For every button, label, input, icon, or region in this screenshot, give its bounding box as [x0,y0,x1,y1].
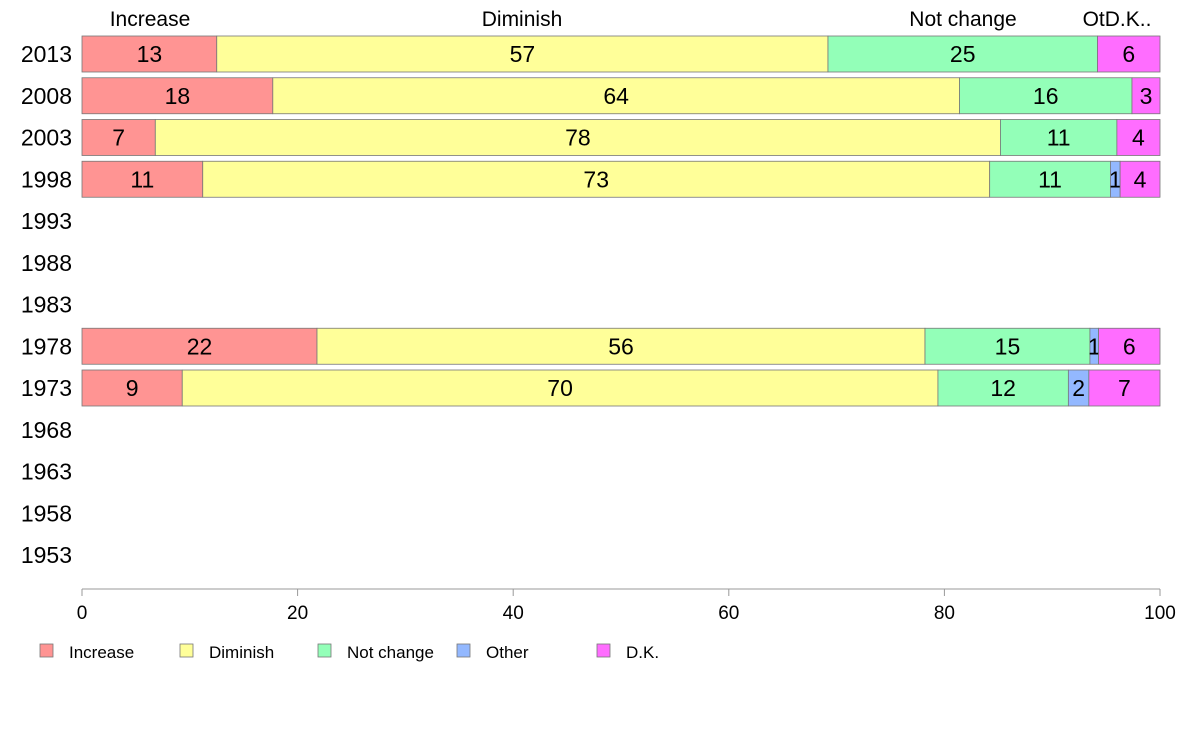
bar-segment-1978-1 [316,327,926,365]
data-label-1998-1: 73 [583,166,609,192]
year-label-1993: 1993 [21,208,72,234]
bar-segment-1973-0 [81,369,183,407]
data-label-2008-2: 16 [1033,83,1059,109]
legend-label-4: D.K. [626,643,659,662]
category-header-3: OtD.K.. [1083,8,1152,31]
x-tick-label: 80 [934,603,955,624]
legend-swatch-2 [317,643,332,658]
data-label-1998-4: 4 [1134,166,1147,192]
legend-swatch-3 [456,643,471,658]
data-label-1973-1: 70 [547,375,573,401]
bar-segment-2013-0 [81,35,218,73]
bar-segment-1973-4 [1088,369,1161,407]
year-label-2013: 2013 [21,41,72,67]
x-tick-label: 100 [1144,603,1176,624]
year-label-1983: 1983 [21,292,72,318]
year-label-1968: 1968 [21,417,72,443]
bar-segment-2008-4 [1131,77,1161,115]
bar-segment-1978-2 [924,327,1091,365]
x-tick-label: 60 [718,603,739,624]
x-tick-label: 40 [503,603,524,624]
bar-segment-2013-1 [216,35,829,73]
year-label-1988: 1988 [21,250,72,276]
data-label-2013-0: 13 [137,41,163,67]
category-header-2: Not change [909,8,1016,31]
x-tick-label: 20 [287,603,308,624]
bar-segment-1978-4 [1098,327,1161,365]
bar-segment-1973-2 [937,369,1069,407]
data-label-1978-1: 56 [608,333,634,359]
legend-label-2: Not change [347,643,434,662]
legend-label-3: Other [486,643,529,662]
bar-segment-1998-0 [81,160,204,198]
data-label-2008-0: 18 [165,83,191,109]
year-label-1998: 1998 [21,166,72,192]
year-label-1953: 1953 [21,542,72,568]
bar-area: 13 57 25 618 64 16 37 78 11 411 73 11 1 422 56 15 1 69 70 1… [81,35,1161,407]
data-label-1998-0: 11 [130,166,154,192]
bar-segment-1998-4 [1119,160,1161,198]
bar-segment-2008-2 [959,77,1133,115]
category-header-0: Increase [110,8,191,31]
bar-segment-2003-0 [81,119,156,156]
bar-segment-2008-1 [272,77,960,115]
year-label-1963: 1963 [21,459,72,485]
legend-swatch-1 [179,643,194,658]
data-label-2008-1: 64 [603,83,629,109]
legend-swatch-4 [596,643,611,658]
data-label-2013-4: 6 [1122,41,1135,67]
category-header-1: Diminish [482,8,563,31]
year-label-2003: 2003 [21,125,72,151]
data-label-1973-2: 12 [990,375,1016,401]
legend: Increase Diminish Not change Other D.K. [39,643,659,662]
data-label-2008-4: 3 [1140,83,1153,109]
bar-segment-2013-4 [1097,35,1161,73]
bar-segment-2008-0 [81,77,274,115]
bar-segment-1973-1 [181,369,939,407]
bar-segment-2003-1 [154,119,1001,156]
data-label-2003-0: 7 [112,125,125,151]
year-axis-labels: 2013 2008 2003 1998 1993 1988 1983 1978 1973 1968… [21,41,72,568]
data-label-1973-4: 7 [1118,375,1131,401]
legend-swatch-0 [39,643,54,658]
data-label-2013-2: 25 [950,41,976,67]
x-axis: 0 20 40 60 80 100 [77,588,1176,624]
data-label-2003-1: 78 [565,125,591,151]
x-tick-label: 0 [77,603,88,624]
bar-segment-1978-0 [81,327,318,365]
year-label-1978: 1978 [21,333,72,359]
year-label-1973: 1973 [21,375,72,401]
legend-label-0: Increase [69,643,134,662]
year-label-1958: 1958 [21,500,72,526]
legend-label-1: Diminish [209,643,274,662]
data-label-1978-3: 1 [1088,333,1101,359]
data-label-1998-3: 1 [1109,166,1122,192]
data-label-2003-4: 4 [1132,125,1145,151]
bar-segment-1998-1 [202,160,991,198]
data-label-1978-0: 22 [187,333,213,359]
bar-segment-2013-2 [827,35,1098,73]
category-headers: Increase Diminish Not change OtD.K.. [110,8,1152,31]
year-label-2008: 2008 [21,83,72,109]
bar-segment-2003-4 [1116,119,1161,156]
data-label-2013-1: 57 [510,41,536,67]
data-label-1973-3: 2 [1072,375,1085,401]
data-label-1978-2: 15 [995,333,1021,359]
data-label-1978-4: 6 [1123,333,1136,359]
data-label-1973-0: 9 [126,375,139,401]
data-label-2003-2: 11 [1047,125,1071,151]
data-label-1998-2: 11 [1038,166,1062,192]
